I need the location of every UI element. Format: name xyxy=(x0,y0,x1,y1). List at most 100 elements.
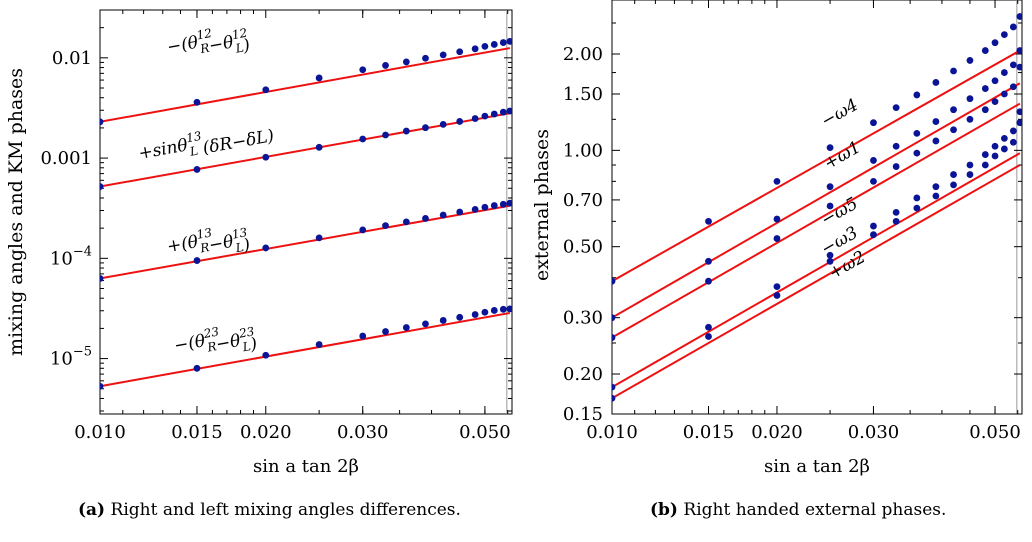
data-point xyxy=(422,124,429,132)
data-layer-a xyxy=(100,37,512,390)
data-point xyxy=(1016,108,1022,116)
x-tick-label: 0.020 xyxy=(240,422,292,443)
data-point xyxy=(892,163,900,170)
x-tick-label: 0.010 xyxy=(586,422,638,443)
data-point xyxy=(981,151,989,158)
y-axis-label: external phases xyxy=(531,129,553,281)
y-tick-label: 0.20 xyxy=(563,364,603,385)
data-point xyxy=(422,215,429,222)
data-point xyxy=(913,129,921,137)
x-axis-label: sin a tan 2β xyxy=(764,456,870,477)
series-label: −(θ12R−θ12L) xyxy=(165,20,252,70)
data-point xyxy=(359,226,367,234)
data-point xyxy=(773,215,781,223)
data-point xyxy=(913,194,921,202)
y-axis-label: mixing angles and KM phases xyxy=(5,68,27,356)
data-point xyxy=(402,58,410,66)
data-point xyxy=(490,307,498,314)
data-layer-b xyxy=(612,13,1022,402)
data-point xyxy=(966,161,974,169)
data-point xyxy=(932,118,940,125)
caption-b-text: Right handed external phases. xyxy=(683,500,947,520)
y-tick-label: 10−5 xyxy=(50,345,92,370)
data-point xyxy=(981,85,989,92)
data-point xyxy=(262,153,270,161)
data-point xyxy=(950,67,957,75)
data-point xyxy=(100,275,104,282)
plot-frame-a xyxy=(99,9,513,415)
data-point xyxy=(612,277,616,285)
data-point xyxy=(1000,134,1008,142)
data-point xyxy=(1016,13,1022,20)
plot-frame-b xyxy=(611,0,1023,415)
data-point xyxy=(1009,83,1017,91)
data-point xyxy=(481,43,489,50)
data-point xyxy=(471,115,479,122)
data-point xyxy=(490,110,498,118)
y-tick-label: 0.01 xyxy=(52,48,92,69)
data-point xyxy=(499,39,507,46)
x-tick-label: 0.015 xyxy=(683,422,735,443)
y-tick-label: 0.15 xyxy=(563,404,603,425)
series-label: +sinθ13L (δR−δL) xyxy=(136,116,275,170)
data-point xyxy=(870,177,877,185)
x-axis-label: sin a tan 2β xyxy=(253,456,359,477)
data-point xyxy=(612,334,616,341)
data-point xyxy=(612,394,616,402)
data-point xyxy=(439,120,447,128)
data-point xyxy=(932,137,940,145)
data-point xyxy=(439,317,447,324)
data-point xyxy=(382,62,389,69)
data-point xyxy=(966,57,974,64)
data-point xyxy=(499,108,507,116)
data-point xyxy=(892,217,900,225)
caption-a-tag: (a) xyxy=(78,500,106,520)
data-point xyxy=(932,79,940,86)
data-point xyxy=(870,119,877,127)
caption-a: (a) Right and left mixing angles differe… xyxy=(78,500,461,520)
data-point xyxy=(1000,31,1008,38)
data-point xyxy=(439,211,447,219)
data-point xyxy=(499,200,507,208)
data-point xyxy=(456,48,464,56)
data-point xyxy=(991,152,999,160)
data-point xyxy=(193,166,201,173)
data-point xyxy=(402,218,410,226)
data-point xyxy=(773,292,781,299)
data-point xyxy=(932,183,940,191)
data-point xyxy=(382,131,389,139)
data-point xyxy=(705,323,712,331)
data-point xyxy=(966,115,974,123)
series-line xyxy=(100,311,511,388)
data-point xyxy=(456,118,464,125)
series-label: −ω4 xyxy=(818,95,862,132)
data-point xyxy=(315,234,323,242)
data-point xyxy=(892,208,900,216)
data-point xyxy=(950,181,957,189)
series-line xyxy=(612,152,1021,388)
data-point xyxy=(826,202,834,210)
data-point xyxy=(826,251,834,259)
series-line xyxy=(100,204,511,280)
y-tick-label: 1.50 xyxy=(563,84,603,105)
data-point xyxy=(1009,23,1017,31)
data-point xyxy=(612,314,616,322)
data-point xyxy=(773,177,781,185)
data-point xyxy=(506,305,512,313)
data-point xyxy=(193,98,201,106)
data-point xyxy=(499,305,507,313)
data-point xyxy=(705,257,712,265)
data-point xyxy=(1000,90,1008,98)
data-point xyxy=(471,311,479,318)
data-point xyxy=(506,37,512,45)
caption-b-tag: (b) xyxy=(650,500,678,520)
x-tick-label: 0.010 xyxy=(74,422,126,443)
data-point xyxy=(422,320,429,328)
x-tick-label: 0.015 xyxy=(171,422,223,443)
x-tick-label: 0.020 xyxy=(751,422,803,443)
y-tick-label: 0.30 xyxy=(563,308,603,329)
y-tick-label: 10−4 xyxy=(50,244,92,269)
series-line xyxy=(612,49,1021,283)
series-line xyxy=(612,102,1021,339)
